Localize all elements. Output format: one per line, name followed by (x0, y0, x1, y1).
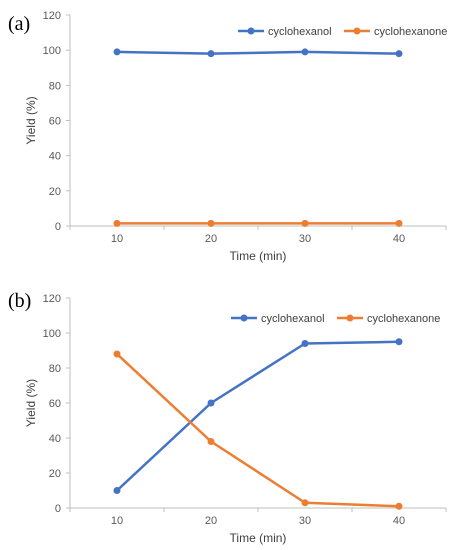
y-tick-label: 40 (49, 433, 61, 445)
x-tick-label: 10 (111, 515, 123, 527)
data-point-cyclohexanone (113, 350, 121, 358)
y-tick-label: 120 (43, 10, 61, 22)
legend-swatch-marker (353, 27, 361, 35)
data-point-cyclohexanone (207, 219, 215, 227)
y-tick-label: 100 (43, 45, 61, 57)
data-point-cyclohexanol (395, 50, 403, 58)
x-tick-label: 30 (299, 515, 311, 527)
data-point-cyclohexanone (395, 219, 403, 227)
data-point-cyclohexanone (301, 219, 309, 227)
legend-label: cyclohexanol (268, 26, 332, 38)
series-line-cyclohexanone (116, 353, 400, 508)
x-tick-label: 20 (205, 233, 217, 245)
chart-panel-a: (a) 0 20 40 60 80 100 120 10 20 30 40 Time (min) Yie… (8, 10, 447, 263)
y-tick-label: 60 (49, 116, 61, 128)
x-tick-label: 40 (393, 233, 405, 245)
x-tick-label: 20 (205, 515, 217, 527)
y-tick-label: 40 (49, 151, 61, 163)
data-point-cyclohexanol (207, 399, 215, 407)
y-tick-label: 20 (49, 468, 61, 480)
y-axis-title: Yield (%) (24, 379, 38, 427)
y-tick-label: 20 (49, 186, 61, 198)
data-point-cyclohexanone (113, 219, 121, 227)
x-axis-title: Time (min) (230, 249, 287, 263)
data-point-cyclohexanol (395, 338, 403, 346)
y-tick-label: 60 (49, 398, 61, 410)
data-point-cyclohexanol (113, 48, 121, 56)
legend-swatch-marker (240, 314, 248, 322)
x-tick-label: 40 (393, 515, 405, 527)
y-tick-label: 0 (55, 503, 61, 515)
legend-label: cyclohexanone (374, 26, 447, 38)
panel-label: (a) (8, 13, 30, 35)
x-axis-title: Time (min) (230, 531, 287, 545)
legend-label: cyclohexanol (261, 313, 325, 325)
data-point-cyclohexanone (301, 499, 309, 507)
y-axis-title: Yield (%) (24, 96, 38, 144)
chart-panel-b: (b) 0 20 40 60 80 100 120 10 20 30 40 Time (min) Yie… (8, 290, 447, 545)
data-point-cyclohexanone (395, 502, 403, 510)
y-tick-label: 80 (49, 363, 61, 375)
data-point-cyclohexanol (207, 50, 215, 58)
y-tick-label: 120 (43, 293, 61, 305)
data-point-cyclohexanone (207, 438, 215, 445)
y-tick-label: 100 (43, 328, 61, 340)
y-tick-label: 0 (55, 221, 61, 233)
legend-label: cyclohexanone (367, 313, 440, 325)
series-line-cyclohexanol (116, 340, 400, 492)
x-tick-label: 10 (111, 233, 123, 245)
legend-swatch-marker (346, 314, 354, 322)
legend-swatch-marker (247, 27, 255, 35)
data-point-cyclohexanol (113, 487, 121, 494)
panel-label: (b) (8, 290, 31, 312)
data-point-cyclohexanol (301, 48, 309, 56)
data-point-cyclohexanol (301, 340, 309, 347)
x-tick-label: 30 (299, 233, 311, 245)
y-tick-label: 80 (49, 80, 61, 92)
series-line-cyclohexanol (116, 50, 400, 55)
